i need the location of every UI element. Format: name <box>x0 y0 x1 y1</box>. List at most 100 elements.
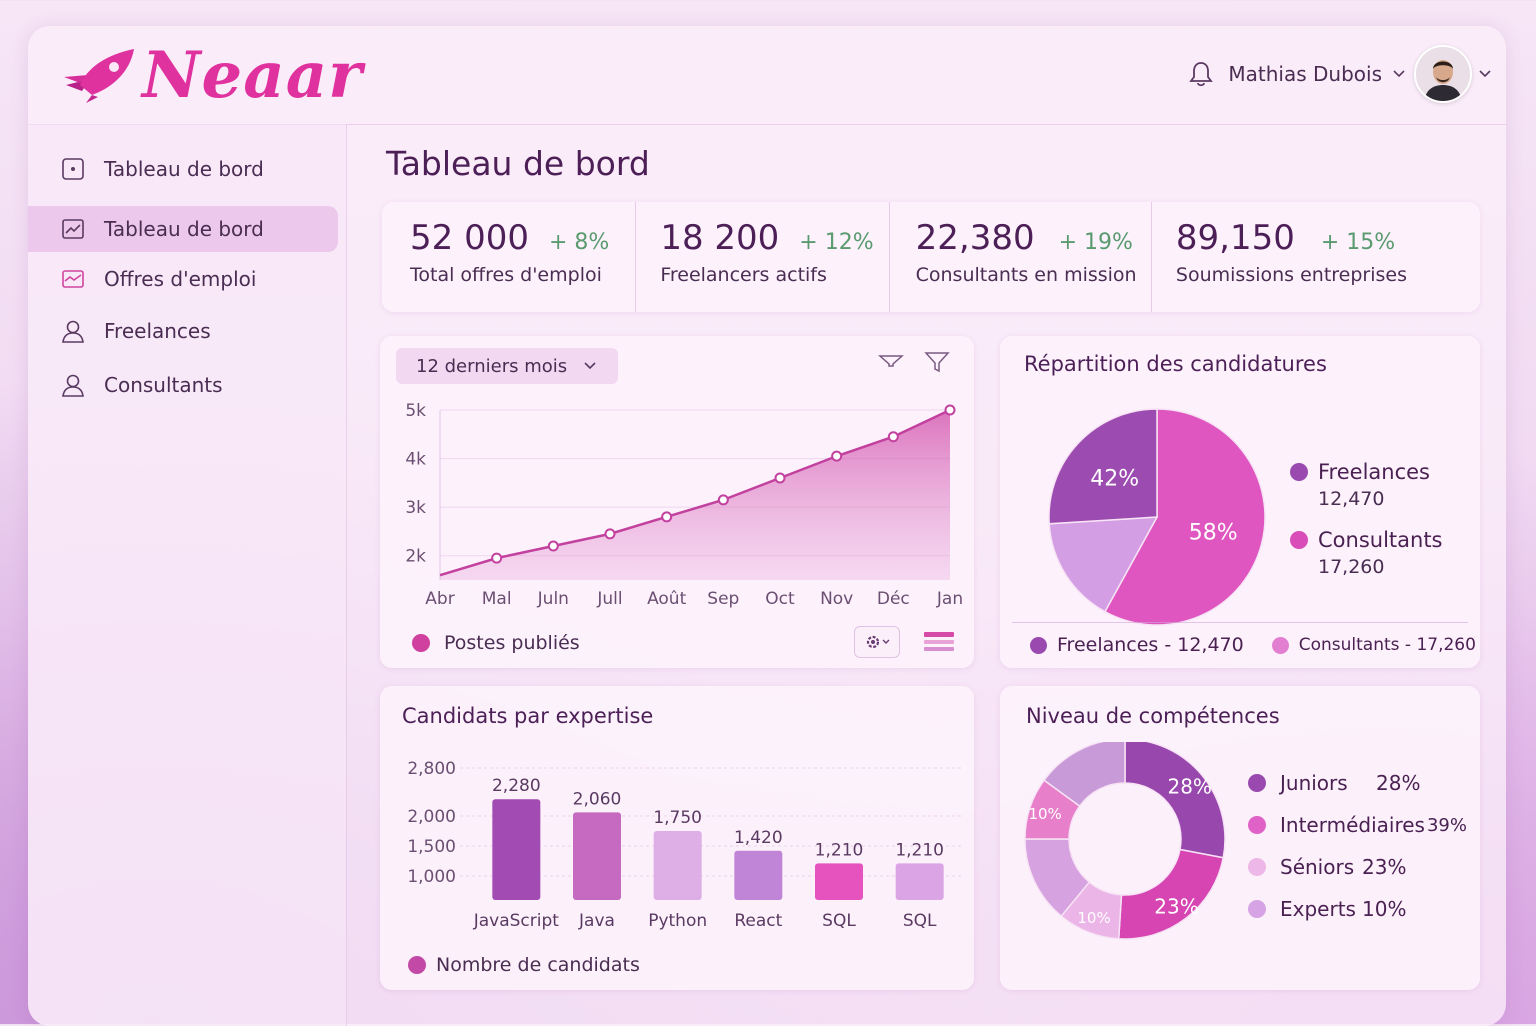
y-tick-label: 2k <box>405 547 426 567</box>
x-tick-label: Oct <box>765 589 795 609</box>
sidebar-item-label: Tableau de bord <box>104 217 264 241</box>
legend-swatch <box>1248 858 1266 876</box>
data-point[interactable] <box>661 511 673 523</box>
x-tick-label: Jan <box>936 589 963 609</box>
sidebar-item-label: Consultants <box>104 373 223 397</box>
data-point[interactable] <box>831 450 843 462</box>
settings-icon <box>866 635 890 649</box>
user-name[interactable]: Mathias Dubois <box>1228 62 1382 86</box>
pie-slice[interactable] <box>1048 516 1159 613</box>
pie-legend: Freelances 12,470 Consultants 17,260 <box>1290 460 1443 578</box>
pie-chart-card: Répartition des candidatures 58% 42% Free… <box>1000 336 1480 668</box>
slice-label: 42% <box>1090 466 1139 491</box>
x-tick-label: Jull <box>596 589 622 609</box>
stat-value: 89,150 + 15% <box>1175 218 1396 258</box>
slice-label: 10% <box>1028 805 1061 823</box>
sidebar-item-freelances[interactable]: Freelances <box>28 308 338 354</box>
legend-swatch <box>1290 463 1308 481</box>
pie-slice[interactable] <box>1103 408 1266 626</box>
line-legend: Postes publiés <box>412 632 580 654</box>
user-icon <box>60 318 86 344</box>
data-point[interactable] <box>717 494 729 506</box>
bar-value-label: 1,420 <box>734 828 783 848</box>
rocket-logo-icon <box>64 49 134 103</box>
logo[interactable]: Neaar <box>62 37 363 113</box>
chevron-down-icon[interactable] <box>1478 67 1492 81</box>
data-point[interactable] <box>491 552 503 564</box>
data-point[interactable] <box>944 404 956 416</box>
stat-label: Soumissions entreprises <box>1175 264 1408 286</box>
legend-swatch <box>1248 774 1266 792</box>
stat-change: + 8% <box>548 230 610 255</box>
legend-swatch <box>1030 636 1047 654</box>
slice-label: 28% <box>1167 774 1211 798</box>
stat-card: 52 000 + 8% Total offres d'emploi <box>382 202 637 312</box>
sidebar-item-dashboard-active[interactable]: Tableau de bord <box>28 206 338 252</box>
stat-card: 18 200 + 12% Freelancers actifs <box>636 202 890 312</box>
donut-slice[interactable] <box>1043 742 1126 808</box>
mail-icon <box>60 266 86 292</box>
donut-chart: 28% 23% 10% 10% <box>1024 742 1226 940</box>
bar[interactable] <box>653 831 702 900</box>
brand-name: Neaar <box>142 37 363 113</box>
bar[interactable] <box>734 850 783 900</box>
avatar-portrait <box>1416 47 1470 101</box>
legend-swatch <box>1248 900 1266 918</box>
sidebar-item-consultants[interactable]: Consultants <box>28 362 338 408</box>
legend-swatch <box>1271 636 1289 654</box>
x-tick-label: Python <box>648 911 707 931</box>
bar[interactable] <box>573 812 621 900</box>
stat-label: Freelancers actifs <box>660 264 827 286</box>
data-point[interactable] <box>604 528 616 540</box>
x-tick-label: Août <box>647 589 687 609</box>
x-tick-label: SQL <box>903 911 937 931</box>
legend-value: 28% <box>1376 771 1421 795</box>
pie-slice[interactable] <box>1048 408 1158 525</box>
legend-item: Juniors 28% <box>1248 762 1467 804</box>
y-tick-label: 5k <box>405 401 426 421</box>
x-tick-label: JavaScript <box>473 911 560 931</box>
bar[interactable] <box>492 799 541 900</box>
bell-icon[interactable] <box>1186 59 1216 89</box>
legend-label: Juniors <box>1280 771 1348 795</box>
stat-label: Total offres d'emploi <box>410 264 602 286</box>
y-tick-label: 1,000 <box>407 867 456 887</box>
legend-swatch <box>1248 816 1266 834</box>
sidebar-item-job-offers[interactable]: Offres d'emploi <box>28 256 338 302</box>
chevron-down-icon[interactable] <box>1392 67 1406 81</box>
donut-slice[interactable] <box>1124 742 1226 859</box>
avatar[interactable] <box>1414 45 1472 103</box>
sidebar-item-dashboard[interactable]: Tableau de bord <box>28 146 338 192</box>
bar[interactable] <box>895 863 944 900</box>
legend-value: 39% <box>1426 814 1467 836</box>
data-point[interactable] <box>547 540 559 552</box>
legend-label: Postes publiés <box>444 632 580 654</box>
data-point[interactable] <box>774 472 786 484</box>
user-menu[interactable]: Mathias Dubois <box>1186 45 1492 103</box>
list-icon[interactable] <box>924 630 954 654</box>
donut-slice[interactable] <box>1117 848 1225 940</box>
x-tick-label: Abr <box>425 589 454 609</box>
bar-chart-card: Candidats par expertise 1,000 1,500 2,000 2… <box>380 686 974 990</box>
stat-value: 52 000 + 8% <box>410 218 610 258</box>
bar-value-label: 2,280 <box>492 776 541 796</box>
bar[interactable] <box>815 863 863 900</box>
period-select[interactable]: 12 derniers mois <box>396 348 618 384</box>
legend-label: Freelances <box>1318 460 1430 484</box>
chart-icon <box>60 216 86 242</box>
period-select-value: 12 derniers mois <box>416 355 568 377</box>
pie-chart: 58% 42% <box>1048 408 1266 626</box>
y-tick-label: 2,800 <box>407 759 456 779</box>
legend-value: 10% <box>1362 897 1407 921</box>
data-point[interactable] <box>887 431 899 443</box>
filter-icon[interactable] <box>924 350 950 374</box>
legend-item: Freelances <box>1290 460 1443 484</box>
y-tick-label: 2,000 <box>407 807 456 827</box>
line-chart: 2k 3k 4k 5k Abr Mal Juln Jull Août Sep Oct Nov Déc Ja… <box>405 401 963 609</box>
settings-button[interactable] <box>854 626 900 658</box>
x-tick-label: Sep <box>707 589 739 609</box>
slice-label: 58% <box>1189 520 1238 545</box>
filter-icon[interactable] <box>878 352 904 376</box>
legend-value: 17,260 <box>1318 556 1385 578</box>
y-tick-label: 3k <box>405 498 426 518</box>
